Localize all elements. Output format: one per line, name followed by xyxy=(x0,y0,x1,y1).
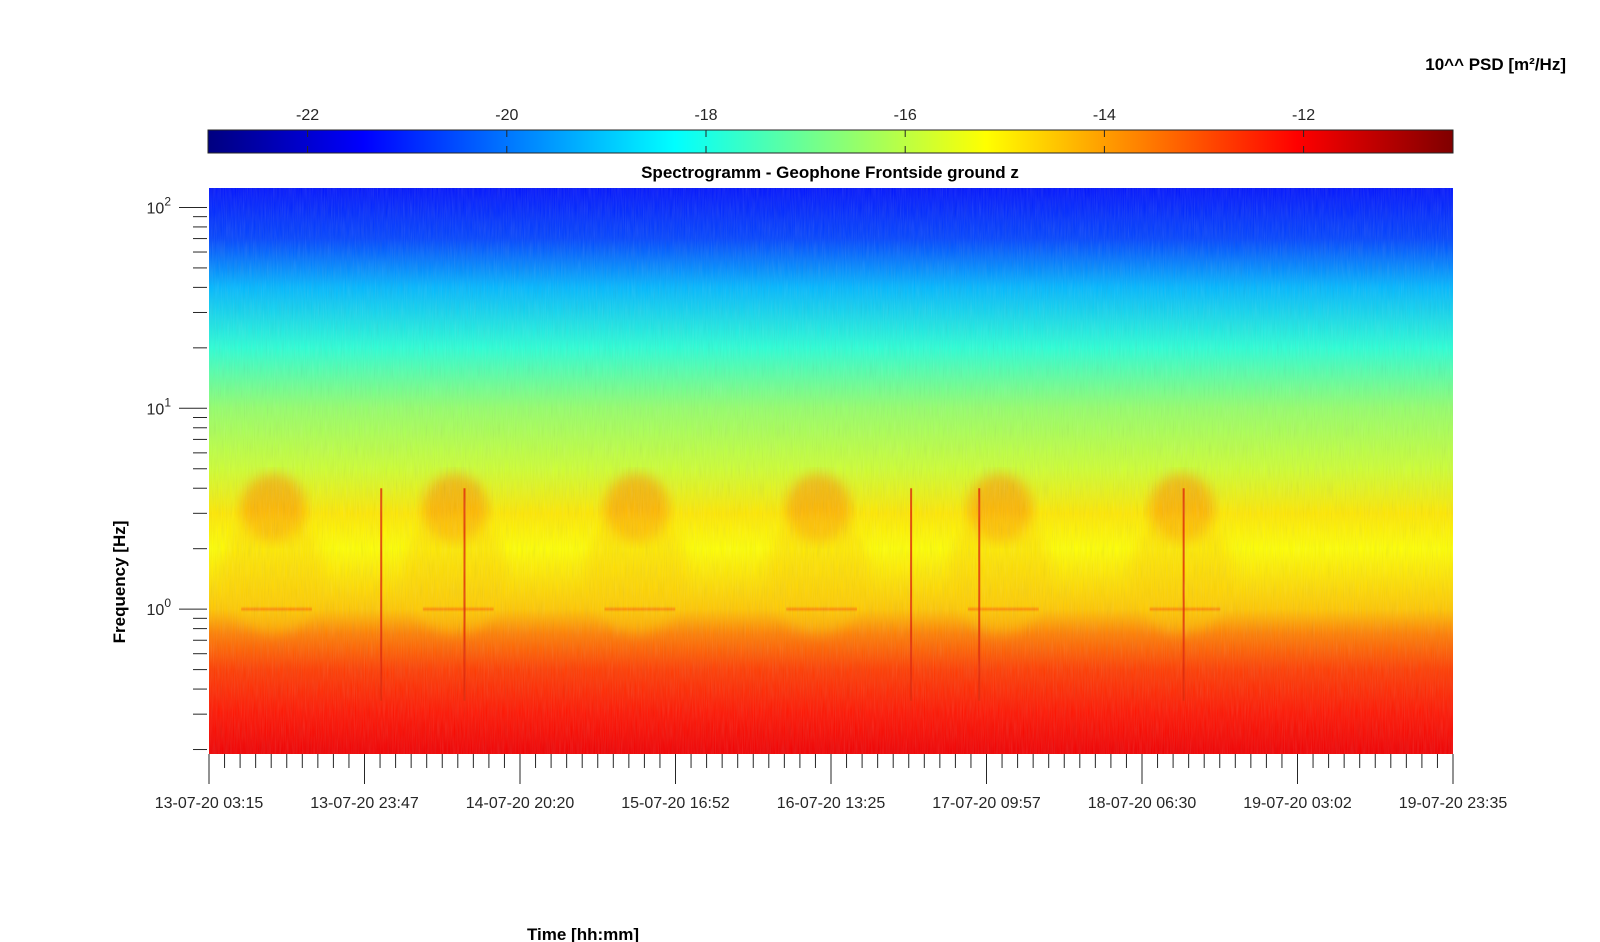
y-tick-label: 102 xyxy=(147,194,172,217)
x-tick-label: 13-07-20 23:47 xyxy=(310,795,419,812)
colorbar-tick-label: -16 xyxy=(894,107,917,124)
colorbar-gradient xyxy=(207,129,1454,154)
chart-title: Spectrogramm - Geophone Frontside ground… xyxy=(641,163,1019,182)
colorbar-tick-label: -22 xyxy=(296,107,319,124)
x-tick-label: 18-07-20 06:30 xyxy=(1088,795,1197,812)
x-tick-label: 17-07-20 09:57 xyxy=(932,795,1041,812)
y-tick-label: 100 xyxy=(147,596,172,619)
spectrogram-image xyxy=(209,188,1453,754)
colorbar-tick-label: -18 xyxy=(694,107,717,124)
x-tick-label: 14-07-20 20:20 xyxy=(466,795,575,812)
x-tick-label: 13-07-20 03:15 xyxy=(155,795,264,812)
colorbar-tick-label: -14 xyxy=(1093,107,1116,124)
plot-axes: 100 101 102 13-07-20 03:15 13-07-20 23:47 14… xyxy=(147,194,1508,812)
colorbar-tick-label: -20 xyxy=(495,107,518,124)
colorbar-tick-label: -12 xyxy=(1292,107,1315,124)
x-tick-label: 19-07-20 23:35 xyxy=(1399,795,1508,812)
y-tick-label: 101 xyxy=(147,395,172,418)
colorbar: -22 -20 -18 -16 -14 -12 xyxy=(207,107,1454,154)
y-axis-label: Frequency [Hz] xyxy=(110,521,129,644)
x-axis-label: Time [hh:mm] xyxy=(527,925,639,942)
x-tick-label: 16-07-20 13:25 xyxy=(777,795,886,812)
colorbar-label: 10^^ PSD [m²/Hz] xyxy=(1425,55,1566,74)
x-tick-label: 19-07-20 03:02 xyxy=(1243,795,1352,812)
spectrogram-noise xyxy=(209,188,1453,754)
x-tick-label: 15-07-20 16:52 xyxy=(621,795,730,812)
